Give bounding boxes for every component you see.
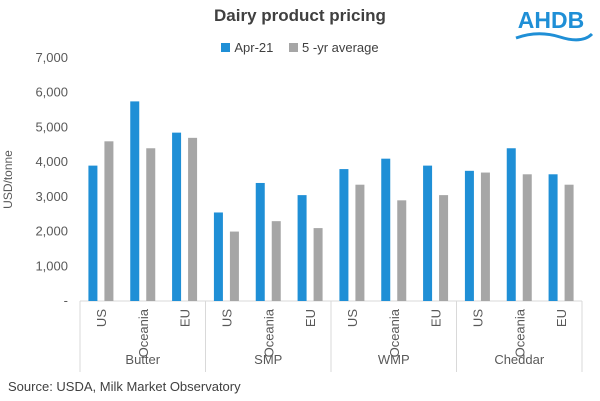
bar-apr21 [255,182,265,301]
bar-5yr-average [355,184,365,301]
legend: Apr-21 5 -yr average [0,38,600,55]
x-tick-label: Oceania [387,308,402,357]
bar-apr21 [381,158,391,301]
bar-5yr-average [271,221,281,301]
legend-swatch-apr21 [221,42,231,52]
y-tick-label: 2,000 [35,224,68,239]
x-tick-label: US [219,309,234,327]
bar-apr21 [506,148,516,301]
bar-apr21 [88,165,98,301]
y-axis-label: USD/tonne [1,150,15,209]
group-label: WMP [378,352,410,367]
y-tick-label: 3,000 [35,189,68,204]
x-tick-label: EU [303,309,318,327]
ahdb-logo-mark: AHDB [515,7,594,42]
bar-apr21 [423,165,433,301]
chart-title: Dairy product pricing [214,6,386,25]
bar-5yr-average [397,200,407,301]
bar-apr21 [297,195,307,301]
logo-text: AHDB [518,7,584,33]
bar-5yr-average [104,141,114,301]
bar-5yr-average [564,184,574,301]
bar-apr21 [172,132,182,301]
x-tick-label: EU [178,309,193,327]
y-tick-label: 6,000 [35,85,68,100]
x-tick-label: EU [429,309,444,327]
x-tick-label: EU [554,309,569,327]
y-tick-label: 1,000 [35,258,68,273]
bar-5yr-average [313,228,323,301]
y-tick-label: 7,000 [35,50,68,65]
legend-label-5yr-average: 5 -yr average [302,39,379,55]
group-label: SMP [254,352,282,367]
bar-apr21 [339,169,349,301]
y-tick-label: 5,000 [35,119,68,134]
bar-5yr-average [188,137,198,301]
legend-item-apr21: Apr-21 [221,39,273,55]
bar-5yr-average [522,174,532,301]
bar-apr21 [213,212,223,301]
bar-apr21 [130,101,140,302]
ahdb-logo: AHDB [508,6,594,46]
x-tick-label: US [94,309,109,327]
group-label: Cheddar [494,352,545,367]
x-tick-label: Oceania [136,308,151,357]
legend-item-5yr-average: 5 -yr average [289,39,379,55]
group-label: Butter [125,352,160,367]
y-tick-label: - [64,293,68,308]
legend-label-apr21: Apr-21 [234,39,274,55]
bar-apr21 [548,174,558,301]
bar-5yr-average [480,172,490,301]
x-tick-label: Oceania [261,308,276,357]
bar-apr21 [464,170,474,301]
y-tick-label: 4,000 [35,154,68,169]
source-note: Source: USDA, Milk Market Observatory [8,379,241,394]
legend-swatch-5yr-average [289,42,299,52]
x-tick-label: US [470,309,485,327]
x-tick-label: US [345,309,360,327]
bar-5yr-average [229,231,239,301]
logo-swoosh [515,32,594,42]
bar-5yr-average [439,195,449,301]
bar-5yr-average [146,148,156,301]
x-tick-label: Oceania [512,308,527,357]
